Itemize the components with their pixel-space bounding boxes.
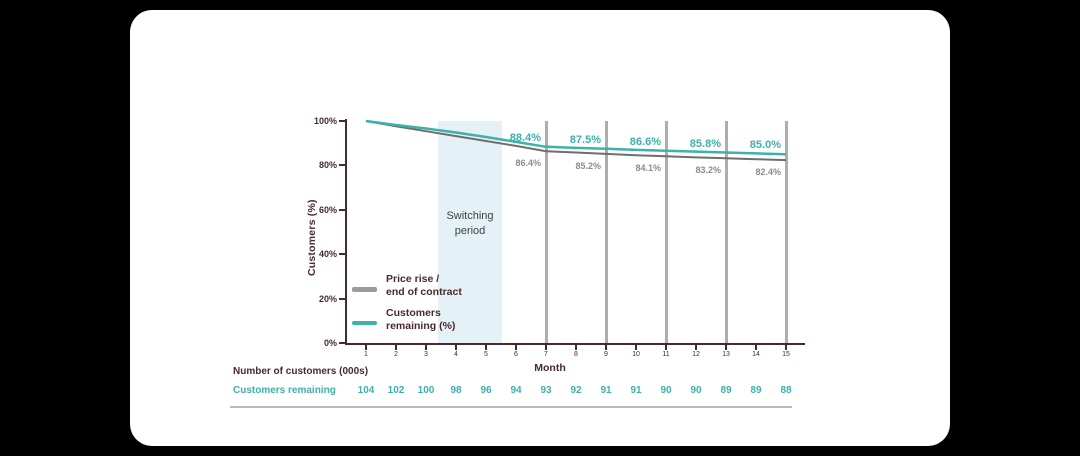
gray-pct-label: 83.2%	[695, 165, 721, 176]
x-tick-label: 7	[544, 351, 548, 358]
y-tick-label: 0%	[323, 338, 337, 348]
y-tick-label: 80%	[318, 160, 337, 171]
x-tick-label: 13	[722, 351, 730, 358]
x-tick-mark	[635, 345, 637, 350]
y-tick-mark	[339, 164, 346, 167]
y-tick-label: 20%	[318, 293, 337, 304]
y-tick-label: 40%	[318, 249, 337, 260]
teal-pct-label: 88.4%	[509, 131, 541, 144]
legend-gray-line2: end of contract	[386, 286, 462, 298]
teal-pct-label: 87.5%	[569, 133, 601, 146]
table-rule	[230, 406, 792, 408]
table-row-label: Customers remaining	[233, 385, 336, 396]
legend-teal-line1: Customers	[386, 307, 441, 319]
x-tick-mark	[755, 345, 757, 350]
x-tick-mark	[695, 345, 697, 350]
x-tick-label: 5	[484, 351, 488, 358]
y-axis-title: Customers (%)	[306, 199, 318, 277]
reference-line	[785, 121, 788, 343]
x-axis	[345, 343, 805, 345]
legend-teal-label: Customers remaining (%)	[386, 307, 455, 333]
table-value: 98	[450, 385, 462, 396]
y-tick-mark	[339, 342, 346, 344]
x-tick-label: 8	[574, 351, 578, 358]
switching-period-label-line2: period	[454, 225, 486, 237]
x-tick-mark	[395, 345, 397, 350]
x-tick-label: 4	[454, 351, 458, 358]
x-tick-mark	[665, 345, 667, 350]
legend-gray-line1: Price rise /	[386, 273, 440, 285]
teal-pct-label: 85.0%	[749, 139, 781, 152]
x-tick-mark	[365, 345, 367, 350]
table-value: 91	[600, 385, 612, 396]
reference-line	[545, 121, 548, 343]
table-value: 89	[750, 385, 762, 396]
x-tick-label: 2	[394, 351, 398, 358]
table-value: 91	[630, 385, 642, 396]
reference-line	[725, 121, 728, 343]
x-tick-label: 12	[692, 351, 700, 358]
table-value: 90	[690, 385, 702, 396]
teal-pct-label: 85.8%	[689, 137, 721, 150]
y-tick-label: 60%	[318, 204, 337, 215]
gray-line-swatch-icon	[352, 287, 377, 292]
x-tick-mark	[425, 345, 427, 350]
table-value: 100	[417, 385, 435, 396]
table-value: 102	[387, 385, 405, 396]
x-tick-mark	[575, 345, 577, 350]
y-tick-mark	[339, 253, 346, 256]
x-tick-mark	[455, 345, 457, 350]
legend-teal-line2: remaining (%)	[386, 320, 456, 332]
table-value: 89	[720, 385, 732, 396]
gray-pct-label: 86.4%	[515, 158, 541, 169]
table-value: 93	[540, 385, 552, 396]
table-value: 88	[780, 385, 792, 396]
table-value: 90	[660, 385, 672, 396]
table-value: 92	[570, 385, 582, 396]
x-tick-label: 14	[752, 351, 760, 358]
reference-line	[605, 121, 608, 343]
legend-gray-label: Price rise / end of contract	[386, 273, 462, 299]
x-tick-label: 1	[364, 351, 368, 358]
x-tick-label: 6	[514, 351, 518, 358]
reference-line	[665, 121, 668, 343]
teal-pct-label: 86.6%	[629, 135, 661, 148]
switching-period-label: Switching period	[430, 209, 510, 239]
x-tick-label: 11	[662, 351, 670, 358]
x-tick-label: 15	[782, 351, 790, 358]
y-tick-mark	[339, 208, 346, 211]
teal-line-swatch-icon	[352, 321, 377, 325]
x-tick-mark	[605, 345, 607, 350]
chart-generated-layer: 100% 80% 60% 40% 20% 0% 1 2 3 4 5 6 7 8 9 10 11 12 13 14 15 8…	[130, 10, 950, 446]
x-tick-label: 10	[632, 351, 640, 358]
chart-card: Switching period 100% 80% 60% 40% 20% 0% 1 2 3 4 5…	[130, 10, 950, 446]
x-axis-title: Month	[534, 362, 566, 374]
x-tick-label: 9	[604, 351, 608, 358]
x-tick-mark	[545, 345, 547, 350]
gray-pct-label: 85.2%	[575, 160, 601, 171]
table-header: Number of customers (000s)	[233, 366, 369, 377]
table-value: 96	[480, 385, 492, 396]
gray-pct-label: 84.1%	[635, 163, 661, 174]
y-tick-mark	[339, 297, 346, 300]
x-tick-mark	[725, 345, 727, 350]
x-tick-mark	[485, 345, 487, 350]
y-tick-label: 100%	[313, 116, 337, 126]
x-tick-label: 3	[424, 351, 428, 358]
table-value: 94	[510, 385, 522, 396]
table-value: 104	[357, 385, 375, 396]
y-axis	[345, 119, 347, 345]
switching-period-label-line1: Switching	[446, 210, 494, 222]
x-tick-mark	[515, 345, 517, 350]
x-tick-mark	[785, 345, 787, 350]
y-tick-mark	[339, 120, 346, 122]
gray-pct-label: 82.4%	[755, 167, 781, 178]
